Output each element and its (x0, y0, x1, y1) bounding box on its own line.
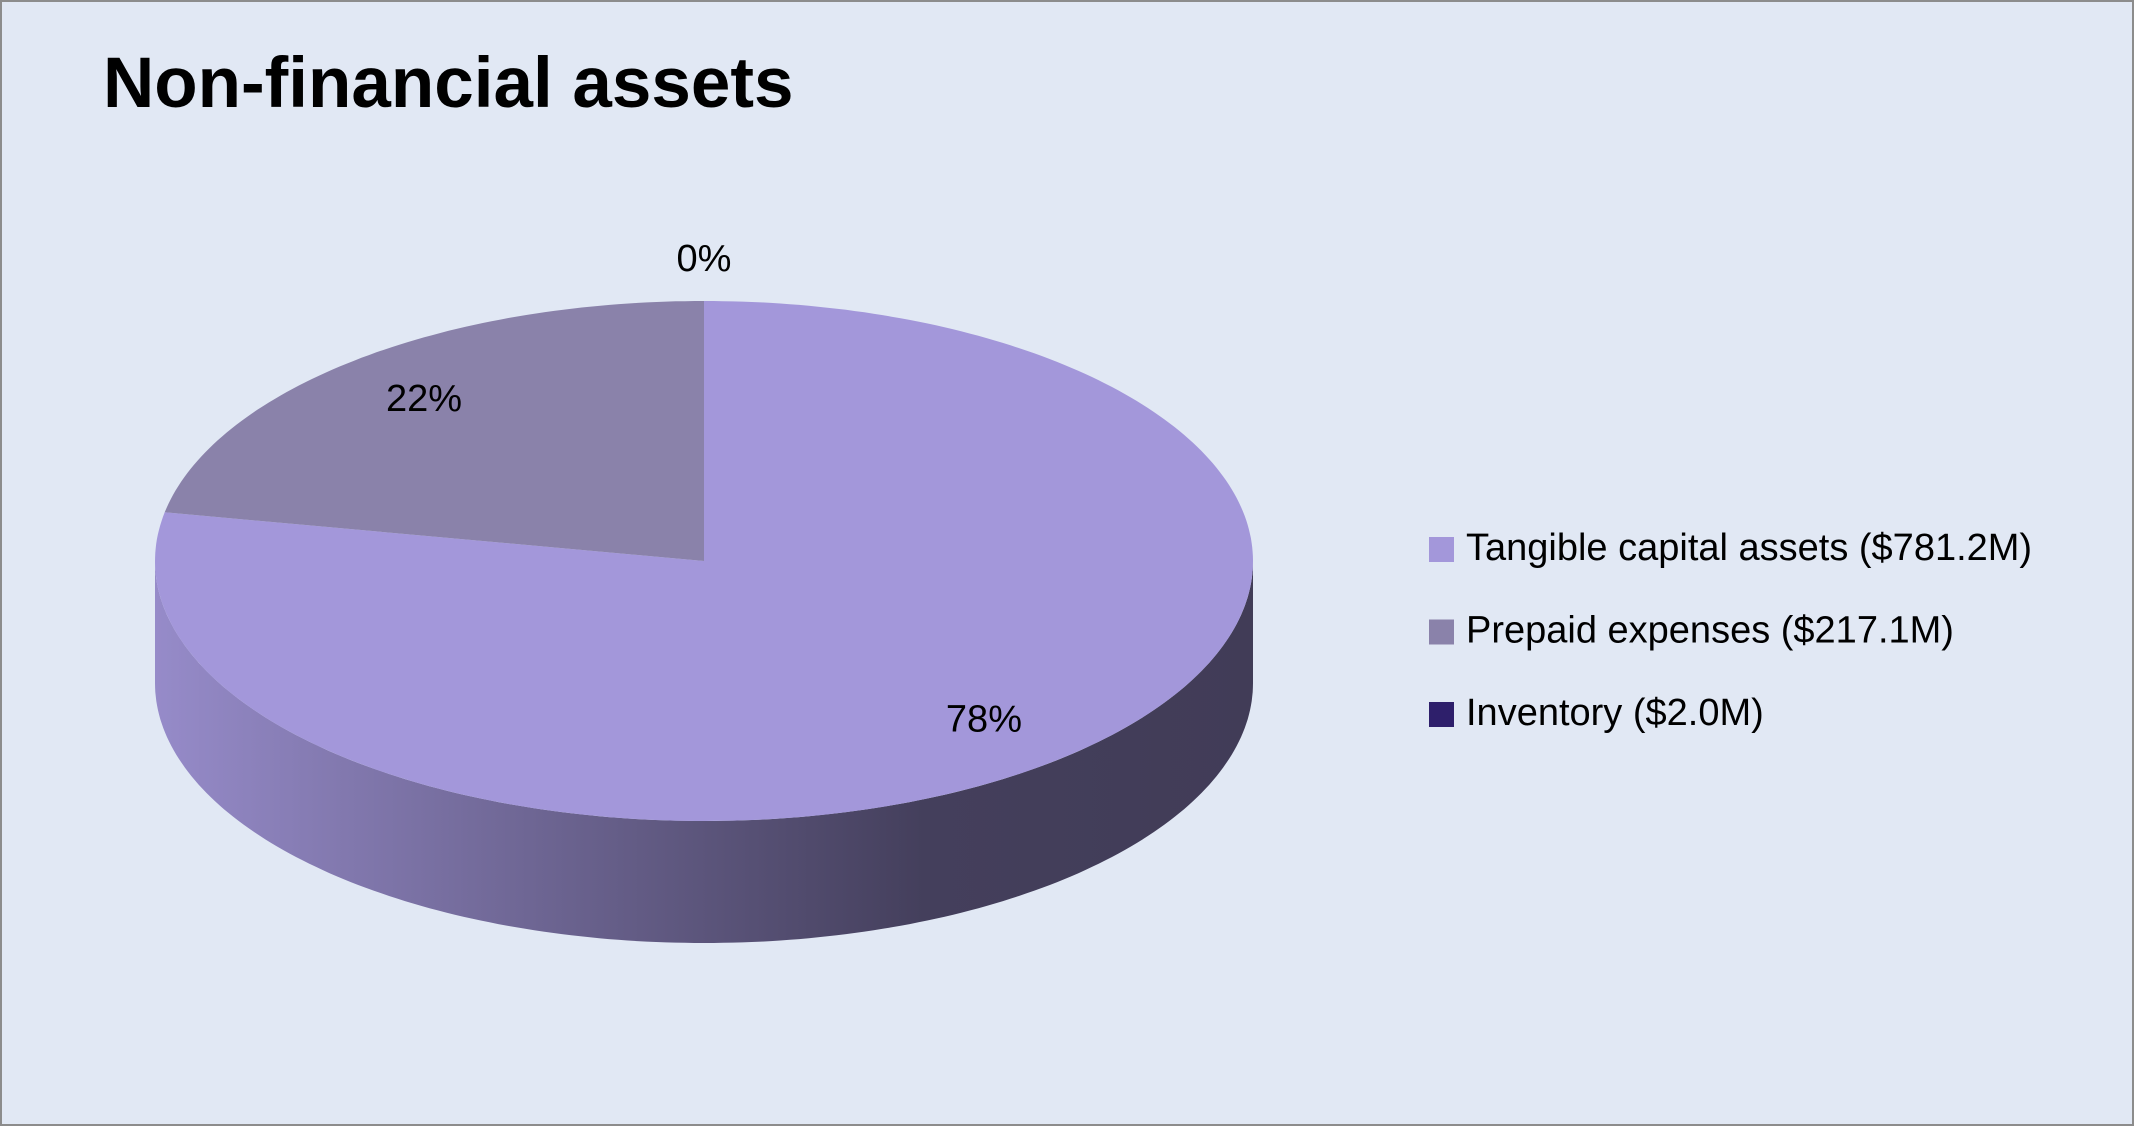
data-label: 0% (677, 238, 732, 280)
legend-swatch (1429, 619, 1454, 645)
data-label: 78% (946, 698, 1022, 740)
chart-title: Non-financial assets (103, 44, 793, 123)
legend-label: Prepaid expenses ($217.1M) (1466, 610, 1954, 652)
slice-side (155, 561, 1253, 943)
slice (164, 301, 704, 561)
legend-label: Inventory ($2.0M) (1466, 692, 1764, 734)
data-label: 22% (386, 378, 462, 420)
legend-swatch (1429, 537, 1454, 562)
legend-label: Tangible capital assets ($781.2M) (1466, 527, 2032, 569)
legend-swatch (1429, 702, 1454, 727)
